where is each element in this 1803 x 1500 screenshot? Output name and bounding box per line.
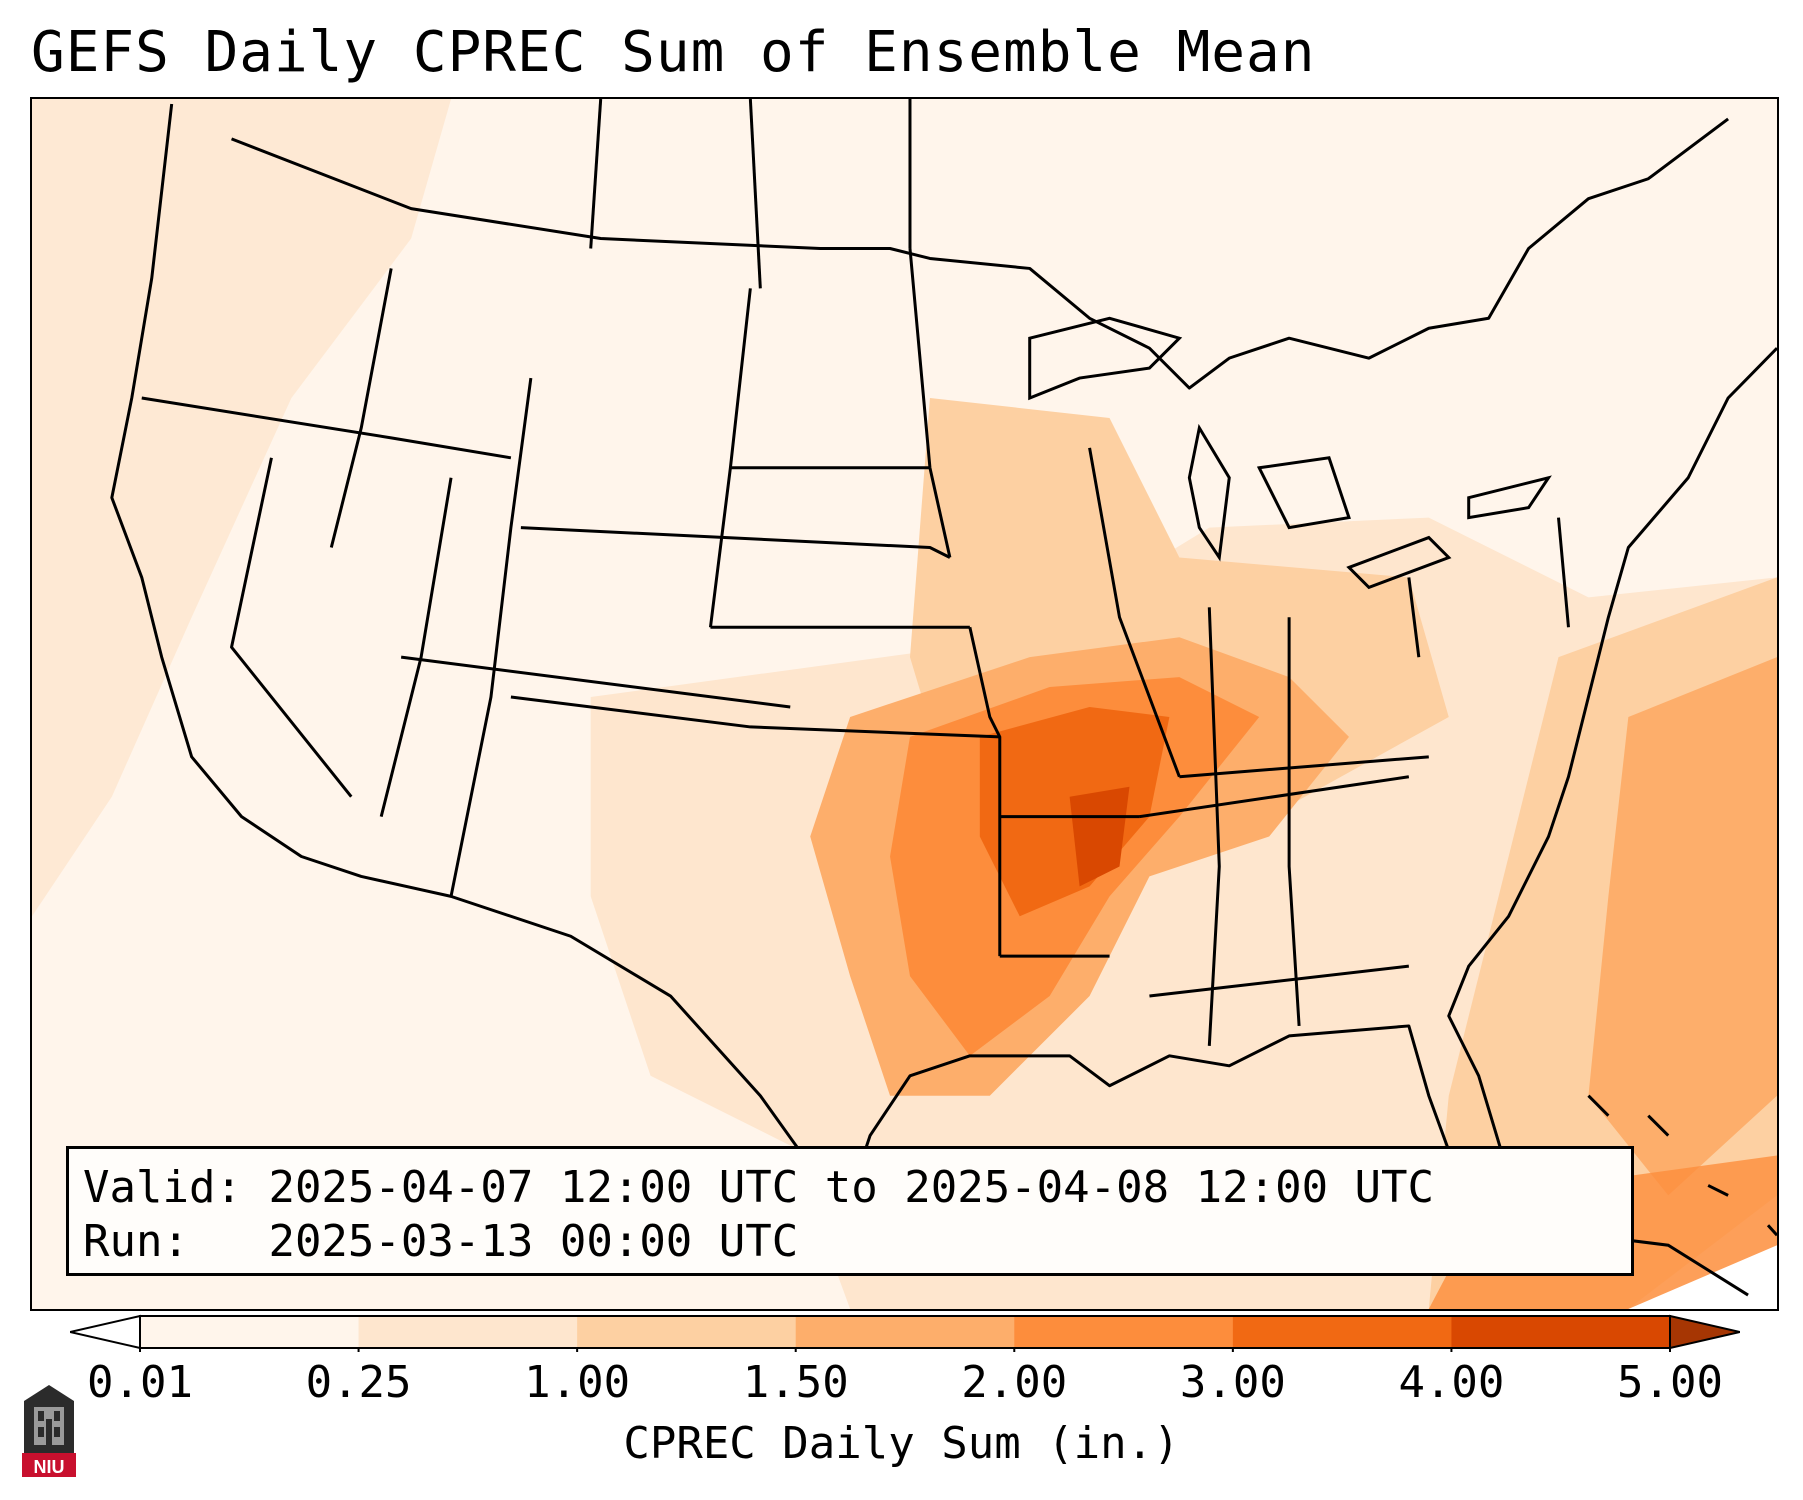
validity-info-box: Valid: 2025-04-07 12:00 UTC to 2025-04-0…	[66, 1146, 1634, 1276]
colorbar	[70, 1314, 1740, 1352]
run-label: Run:	[83, 1216, 242, 1267]
colorbar-tick-label: 0.01	[87, 1357, 193, 1408]
colorbar-tick-label: 1.00	[524, 1357, 631, 1408]
colorbar-tick-label: 5.00	[1617, 1357, 1723, 1408]
run-time: 2025-03-13 00:00 UTC	[268, 1216, 799, 1267]
colorbar-tick-label: 3.00	[1179, 1357, 1286, 1408]
colorbar-segment	[1232, 1316, 1452, 1348]
colorbar-tick-label: 2.00	[961, 1357, 1068, 1408]
colorbar-outline	[139, 1315, 1671, 1349]
valid-label: Valid:	[83, 1162, 242, 1213]
valid-range: 2025-04-07 12:00 UTC to 2025-04-08 12:00…	[268, 1162, 1435, 1213]
colorbar-tick-label: 1.50	[742, 1357, 849, 1408]
colorbar-under-arrow	[70, 1314, 141, 1350]
precip-shading	[32, 99, 1777, 1309]
state-borders	[110, 99, 1777, 1237]
precipitation-map-canvas	[32, 99, 1777, 1309]
colorbar-tick-label: 4.00	[1398, 1357, 1505, 1408]
precipitation-map	[30, 97, 1779, 1311]
niu-logo-icon: NIU	[22, 1385, 76, 1477]
colorbar-over-arrow	[1669, 1314, 1740, 1350]
colorbar-segment	[1014, 1316, 1234, 1348]
chart-title: GEFS Daily CPREC Sum of Ensemble Mean	[31, 20, 1316, 85]
colorbar-segment	[140, 1316, 360, 1348]
colorbar-segment	[358, 1316, 578, 1348]
colorbar-segment	[795, 1316, 1015, 1348]
colorbar-segment	[577, 1316, 797, 1348]
colorbar-tick-label: 0.25	[305, 1357, 412, 1408]
colorbar-label: CPREC Daily Sum (in.)	[623, 1418, 1180, 1469]
logo-text: NIU	[34, 1457, 65, 1477]
colorbar-segment	[1451, 1316, 1671, 1348]
great-lakes	[1028, 316, 1552, 590]
